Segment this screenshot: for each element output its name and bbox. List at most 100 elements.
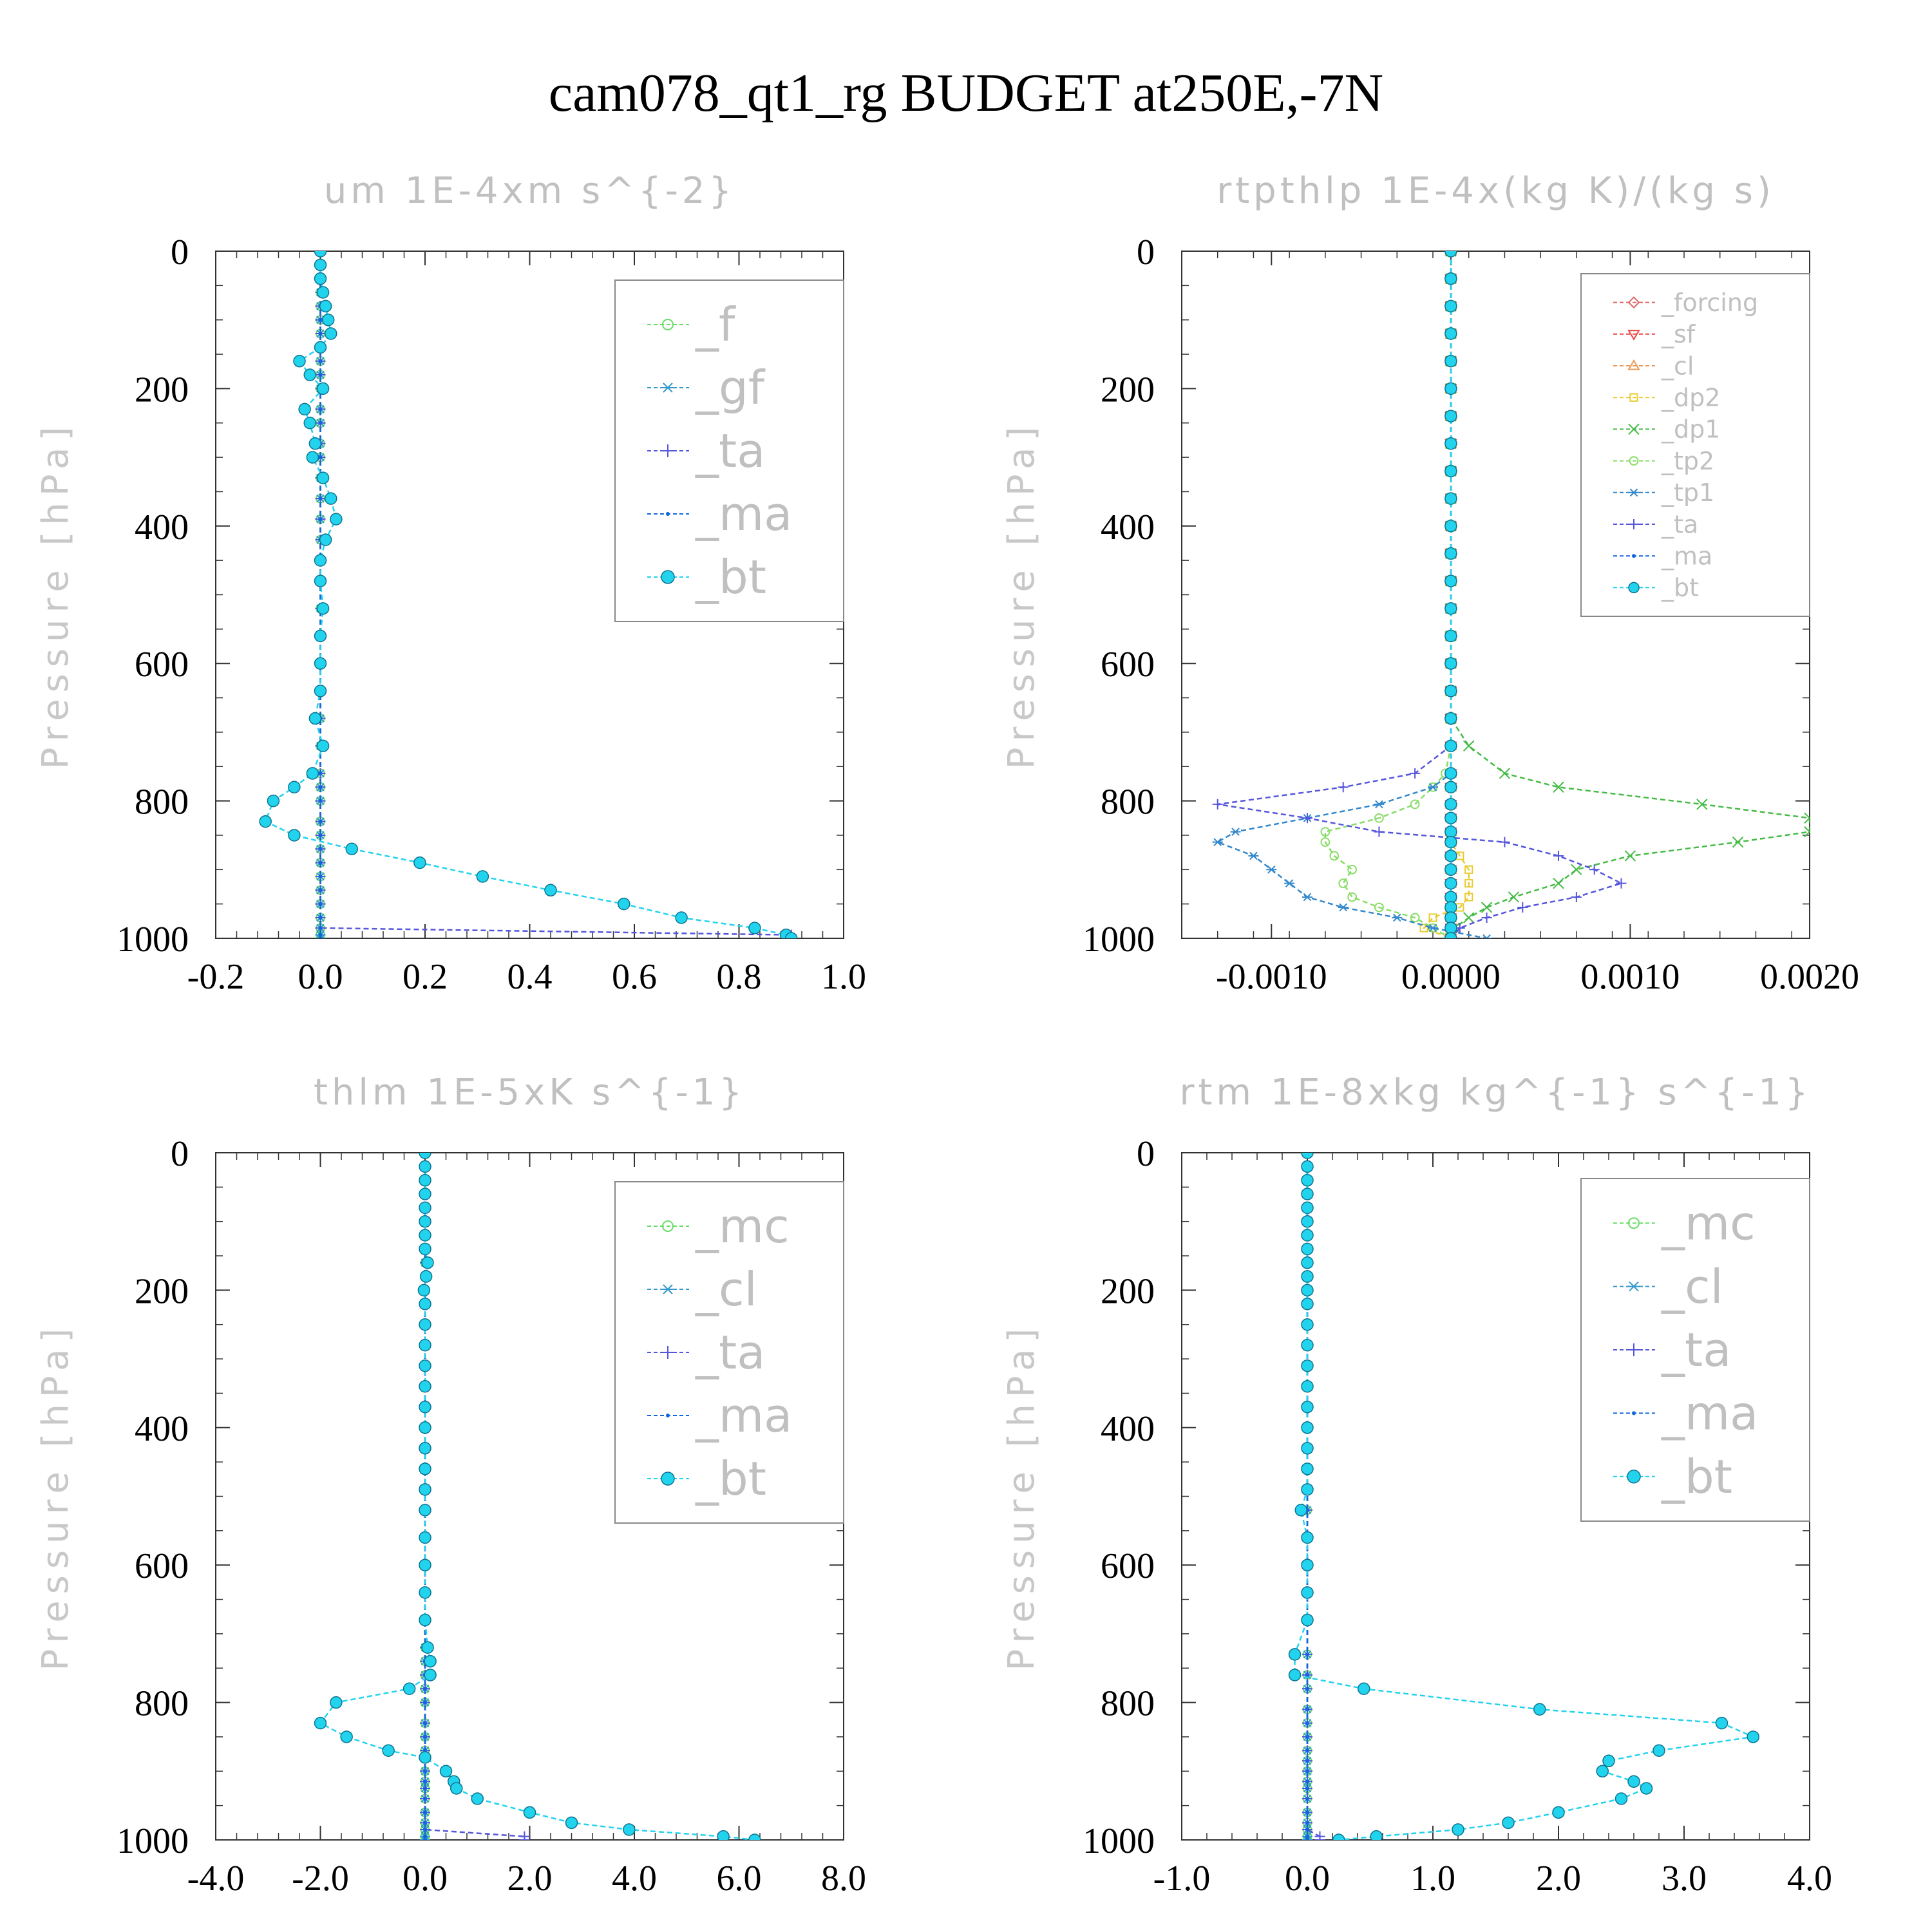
data-point <box>1305 1652 1309 1656</box>
data-point <box>314 341 327 354</box>
legend-label: _tp2 <box>1661 447 1714 475</box>
y-tick-label: 400 <box>1101 507 1155 547</box>
legend-marker <box>1629 488 1639 497</box>
data-point <box>1305 1827 1309 1832</box>
y-axis-label: Pressure [hPa] <box>35 421 77 770</box>
data-point <box>419 1401 431 1414</box>
data-point <box>1804 826 1810 838</box>
data-point <box>321 313 335 327</box>
y-tick-label: 200 <box>1101 1271 1155 1311</box>
y-tick-label: 800 <box>1101 1684 1155 1724</box>
legend-item: _f <box>647 298 736 352</box>
legend-label: _dp2 <box>1661 384 1720 412</box>
data-point <box>314 251 327 258</box>
data-point <box>1444 657 1457 670</box>
data-point <box>419 1318 431 1331</box>
legend-marker <box>1627 359 1640 370</box>
data-point <box>1444 547 1457 560</box>
legend-marker <box>1627 330 1640 341</box>
x-tick-label: -0.2 <box>187 957 245 997</box>
data-point <box>1301 1270 1314 1283</box>
data-point <box>419 1297 431 1311</box>
data-point <box>1305 1834 1309 1839</box>
x-tick-label: 1.0 <box>1410 1859 1455 1899</box>
data-point <box>1301 1297 1314 1311</box>
legend-marker <box>661 1346 674 1359</box>
data-point <box>318 874 323 878</box>
data-point <box>1266 865 1277 874</box>
legend-box <box>1580 273 1810 617</box>
data-point <box>417 1283 431 1297</box>
data-point <box>1301 1256 1314 1269</box>
x-tick-label: 0.0020 <box>1760 957 1859 997</box>
data-point <box>1288 1648 1302 1661</box>
y-tick-label: 0 <box>171 1134 189 1174</box>
data-point <box>1517 902 1528 913</box>
data-point <box>1444 492 1457 505</box>
legend: _forcing _sf _cl _dp2 _dp1 _tp2 _tp1 _ta _ma _bt <box>1580 273 1810 617</box>
legend-item: _ta <box>1613 1323 1731 1377</box>
data-point <box>1508 891 1520 903</box>
data-point <box>1212 838 1223 846</box>
x-tick-label: -0.0010 <box>1216 957 1327 997</box>
series-bt <box>1288 1153 1759 1840</box>
data-point <box>1444 574 1457 587</box>
data-point <box>259 815 272 828</box>
data-point <box>450 1782 463 1795</box>
legend-marker <box>1629 456 1639 466</box>
data-point <box>318 771 323 775</box>
legend-item: _ma <box>1613 1387 1758 1441</box>
data-point <box>419 1188 431 1200</box>
series-bt <box>259 251 798 938</box>
data-point <box>1624 850 1636 862</box>
legend: _f _gf _ta _ma _bt <box>614 279 844 622</box>
y-axis-label: Pressure [hPa] <box>1001 421 1043 770</box>
data-point <box>424 1669 437 1681</box>
data-point <box>1444 876 1457 890</box>
data-point <box>1338 878 1349 889</box>
legend-label: _ma <box>1661 1387 1758 1441</box>
data-point <box>1301 1380 1314 1393</box>
data-point <box>1444 767 1457 780</box>
legend-marker <box>1629 393 1638 402</box>
legend-item: _ma <box>647 1388 792 1443</box>
data-point <box>1804 812 1810 824</box>
data-point <box>1410 768 1421 779</box>
data-point <box>1288 1669 1302 1681</box>
x-tick-label: 4.0 <box>612 1859 657 1899</box>
legend-label: _mc <box>1661 1196 1756 1250</box>
data-point <box>318 421 323 425</box>
data-point <box>318 936 323 938</box>
data-point <box>1464 865 1473 874</box>
y-tick-label: 800 <box>135 1684 189 1724</box>
data-point <box>419 1229 431 1242</box>
legend-marker <box>1627 296 1640 309</box>
legend-label: _cl <box>695 1262 757 1316</box>
data-point <box>419 1558 431 1571</box>
legend-item: _ta <box>1613 510 1698 538</box>
x-tick-label: 1.0 <box>821 957 866 997</box>
data-point <box>1305 1734 1309 1739</box>
panel-title: thlm 1E-5xK s^{-1} <box>314 1072 746 1113</box>
data-point <box>1602 1754 1615 1768</box>
legend-item: _ta <box>647 1325 765 1379</box>
data-point <box>419 1359 431 1372</box>
data-point <box>1464 893 1473 902</box>
data-point <box>1374 902 1384 913</box>
data-point <box>308 437 322 450</box>
data-point <box>1463 740 1475 752</box>
x-tick-label: 3.0 <box>1662 1859 1707 1899</box>
panel-title: rtpthlp 1E-4x(kg K)/(kg s) <box>1217 170 1775 212</box>
data-point <box>306 451 319 464</box>
data-point <box>1410 799 1420 810</box>
figure-title: cam078_qt1_rg BUDGET at250E,-7N <box>549 63 1383 123</box>
x-tick-label: 0.0 <box>1285 1859 1330 1899</box>
legend-label: _mc <box>695 1199 790 1253</box>
data-point <box>1301 1558 1314 1571</box>
data-point <box>330 513 343 526</box>
data-point <box>318 860 323 865</box>
x-tick-label: 0.2 <box>402 957 448 997</box>
data-point <box>1444 863 1457 876</box>
data-point <box>314 272 327 285</box>
data-point <box>1305 1821 1309 1825</box>
